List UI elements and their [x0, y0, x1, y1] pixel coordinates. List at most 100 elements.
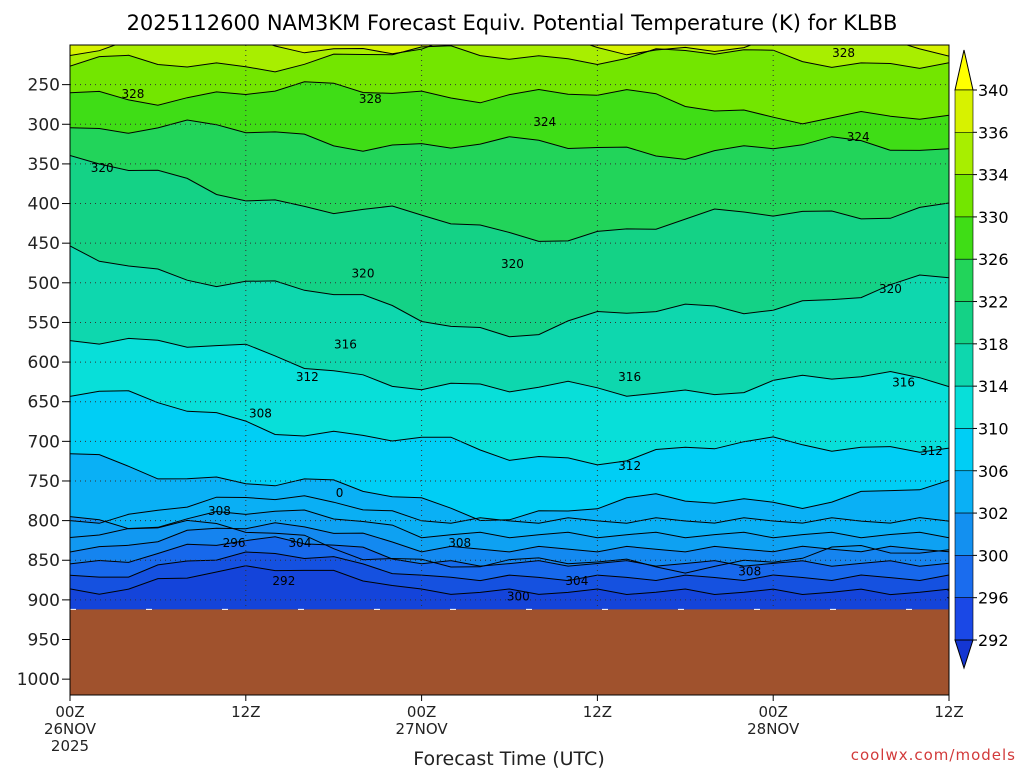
colorbar-band	[954, 216, 974, 260]
contour-labels: 328 328 328 324 324 320 320 320 320 316 316 316 312 3…	[91, 46, 969, 604]
contour-label: 312	[296, 370, 319, 384]
contour-label: 300	[507, 590, 530, 604]
contour-line-304	[70, 453, 949, 522]
contour-label: 308	[946, 587, 969, 601]
colorbar-label: 330	[978, 208, 1009, 227]
colorbar-band	[954, 301, 974, 345]
colorbar-band	[954, 428, 974, 472]
colorbar-label: 306	[978, 462, 1009, 481]
x-tick-label: 00Z	[55, 703, 84, 721]
credit-text: coolwx.com/models	[851, 746, 1016, 764]
colorbar-band	[954, 512, 974, 556]
contour-label: 316	[618, 370, 641, 384]
contour-label: 320	[91, 161, 114, 175]
chart-title: 2025112600 NAM3KM Forecast Equiv. Potent…	[127, 11, 898, 35]
contour-label: 312	[618, 459, 641, 473]
x-tick-label: 27NOV	[396, 720, 449, 738]
contour-label: 316	[334, 338, 357, 352]
colorbar-top-arrow	[954, 49, 974, 91]
low-contour-line	[70, 551, 949, 582]
contour-label: 308	[738, 564, 761, 578]
low-contour-line	[70, 536, 949, 567]
colorbar-band	[954, 89, 974, 133]
colorbar-band	[954, 174, 974, 218]
x-tick-label: 00Z	[759, 703, 788, 721]
y-tick-label: 700	[28, 432, 60, 452]
low-contour-line	[70, 495, 949, 524]
contour-label: 304	[565, 574, 588, 588]
colorbar-band	[954, 597, 974, 641]
colorbar: 340 336 334 330 326 322 318 314 310 306 302 300 296 2…	[954, 49, 1009, 670]
below-ground-mask	[70, 609, 949, 695]
y-tick-label: 300	[28, 115, 60, 135]
contour-label: 308	[249, 407, 272, 421]
contour-label: 320	[352, 266, 375, 280]
plot-area: 328 328 328 324 324 320 320 320 320 316 316 316 312 3…	[70, 45, 969, 695]
contour-label: 328	[359, 92, 382, 106]
contour-label: 316	[892, 376, 915, 390]
contour-label: 308	[208, 504, 231, 518]
contour-label: 292	[272, 574, 295, 588]
x-tick-label: 12Z	[583, 703, 612, 721]
colorbar-band	[954, 343, 974, 387]
contour-label: 324	[533, 115, 556, 129]
colorbar-label: 302	[978, 504, 1009, 523]
contour-label: 312	[920, 444, 943, 458]
x-tick-label: 12Z	[934, 703, 963, 721]
colorbar-band	[954, 258, 974, 302]
contour-line-320	[70, 155, 949, 242]
contour-line-324	[70, 119, 949, 160]
low-contour-line	[70, 565, 949, 596]
contour-label: 304	[289, 536, 312, 550]
contour-line-300	[70, 516, 949, 574]
y-tick-label: 600	[28, 353, 60, 373]
x-tick-label: 28NOV	[747, 720, 800, 738]
colorbar-band	[954, 385, 974, 429]
colorbar-label: 334	[978, 166, 1009, 185]
contour-label: 328	[832, 46, 855, 60]
contour-line-312	[70, 337, 949, 397]
colorbar-label: 336	[978, 123, 1009, 142]
colorbar-label: 292	[978, 631, 1009, 650]
y-axis: 250 300 350 400 450 500 550 600 650 700 750 800 850 9…	[17, 76, 70, 690]
contour-lines	[70, 45, 949, 596]
x-tick-label: 26NOV	[44, 720, 97, 738]
y-tick-label: 500	[28, 274, 60, 294]
y-tick-label: 1000	[17, 670, 60, 690]
low-contour-line	[70, 522, 949, 553]
y-tick-label: 800	[28, 512, 60, 532]
colorbar-band	[954, 470, 974, 514]
contour-line-332	[70, 45, 949, 73]
x-tick-label: 12Z	[231, 703, 260, 721]
colorbar-bottom-arrow	[954, 639, 974, 670]
colorbar-label: 296	[978, 589, 1009, 608]
y-tick-label: 350	[28, 155, 60, 175]
grid-lines	[70, 45, 949, 695]
y-tick-label: 550	[28, 313, 60, 333]
y-tick-label: 900	[28, 591, 60, 611]
x-axis-title: Forecast Time (UTC)	[413, 748, 604, 768]
contour-label: 0	[336, 486, 344, 500]
y-tick-label: 250	[28, 76, 60, 96]
contour-label: 320	[879, 282, 902, 296]
y-tick-label: 750	[28, 472, 60, 492]
low-contour-line	[70, 509, 949, 539]
colorbar-label: 322	[978, 293, 1009, 312]
y-tick-label: 450	[28, 234, 60, 254]
colorbar-label: 340	[978, 81, 1009, 100]
contour-label: 308	[448, 536, 471, 550]
contour-label: 328	[122, 87, 145, 101]
colorbar-label: 300	[978, 546, 1009, 565]
colorbar-label: 310	[978, 419, 1009, 438]
plot-frame	[69, 44, 950, 696]
y-tick-label: 400	[28, 195, 60, 215]
contour-label: 296	[223, 536, 246, 550]
colorbar-label: 318	[978, 335, 1009, 354]
contour-line-316	[70, 245, 949, 338]
contour-line-308	[70, 390, 949, 466]
y-tick-label: 650	[28, 393, 60, 413]
x-tick-label: 00Z	[407, 703, 436, 721]
y-tick-label: 850	[28, 551, 60, 571]
